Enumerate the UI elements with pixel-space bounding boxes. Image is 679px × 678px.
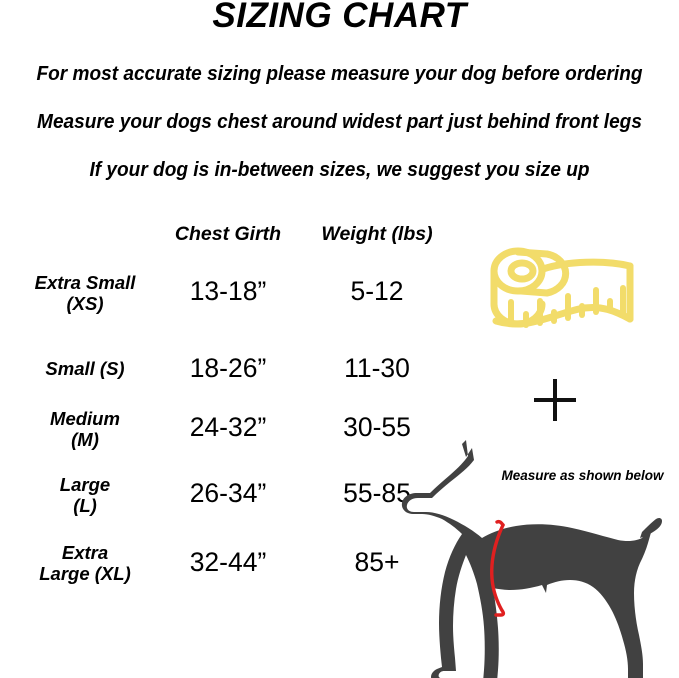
- row-label-line2: Large (XL): [39, 563, 131, 584]
- instruction-line-2: Measure your dogs chest around widest pa…: [37, 110, 642, 133]
- row-label-line2: (M): [71, 429, 99, 450]
- row-label-medium: Medium (M): [0, 408, 170, 450]
- column-header-chest-girth: Chest Girth: [174, 223, 282, 245]
- row-label-line1: Medium: [50, 408, 120, 429]
- row-label-line2: (XS): [66, 293, 104, 314]
- tape-measure-icon: [487, 244, 637, 339]
- row-label-small: Small (S): [0, 358, 170, 379]
- cell-weight-extra-large: 85+: [354, 547, 400, 577]
- column-header-weight: Weight (lbs): [321, 223, 433, 245]
- cell-girth-large: 26-34”: [189, 478, 267, 508]
- cell-weight-small: 11-30: [344, 353, 410, 383]
- instruction-line-1: For most accurate sizing please measure …: [36, 62, 643, 85]
- instruction-line-3: If your dog is in-between sizes, we sugg…: [89, 158, 590, 181]
- measure-caption: Measure as shown below: [501, 468, 664, 483]
- cell-girth-medium: 24-32”: [189, 412, 267, 442]
- cell-girth-extra-small: 13-18”: [189, 276, 267, 306]
- cell-weight-large: 55-85: [343, 478, 411, 508]
- cell-weight-medium: 30-55: [343, 412, 411, 442]
- row-label-large: Large (L): [0, 474, 170, 516]
- page-title: SIZING CHART: [212, 0, 467, 35]
- row-label-line1: Large: [59, 474, 111, 495]
- cell-weight-extra-small: 5-12: [350, 276, 404, 306]
- dog-silhouette-icon: [400, 432, 679, 678]
- cell-girth-small: 18-26”: [189, 353, 267, 383]
- plus-icon: [532, 377, 578, 423]
- cell-girth-extra-large: 32-44”: [189, 547, 267, 577]
- row-label-line1: Small (S): [45, 358, 125, 379]
- row-label-line1: Extra Small: [34, 272, 136, 293]
- row-label-extra-small: Extra Small (XS): [0, 272, 170, 314]
- row-label-line1: Extra: [61, 542, 109, 563]
- row-label-line2: (L): [73, 495, 97, 516]
- sizing-table: Chest Girth Weight (lbs) Extra Small (XS…: [0, 222, 455, 612]
- row-label-extra-large: Extra Large (XL): [0, 542, 170, 584]
